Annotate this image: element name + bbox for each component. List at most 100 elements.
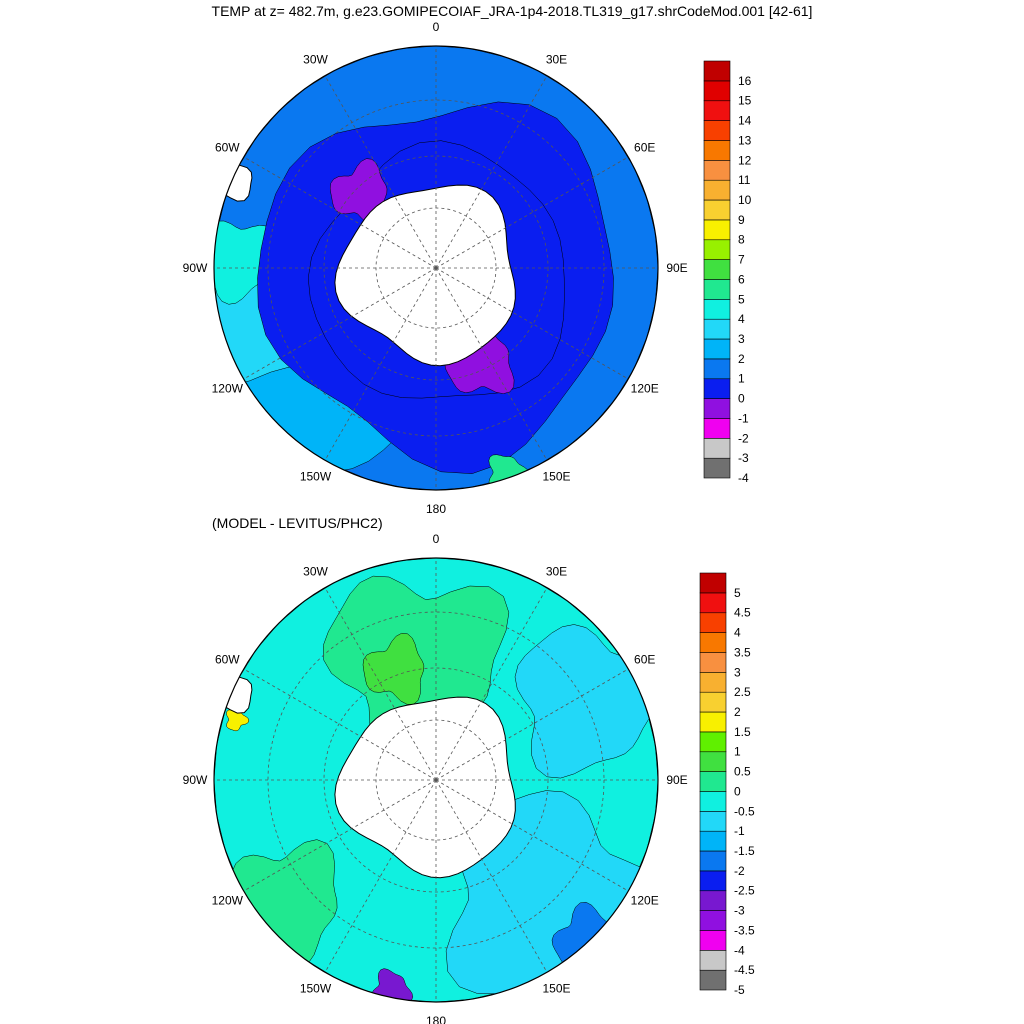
colorbar-tick-label: 3 xyxy=(734,665,741,679)
meridian-line-8 xyxy=(324,267,437,461)
longitude-label-90w: 90W xyxy=(183,773,208,787)
longitude-label-120w: 120W xyxy=(212,894,244,908)
meridian-line-11 xyxy=(243,156,437,269)
latitude-circle-2 xyxy=(323,155,549,381)
colorbar-swatch-2 xyxy=(699,949,727,971)
colorbar-swatch-7 xyxy=(703,338,731,360)
colorbar-tick-label: 16 xyxy=(738,74,752,88)
colorbar-swatch-1 xyxy=(703,457,731,479)
colorbar-tick-label: -3 xyxy=(734,904,745,918)
colorbar-swatch-4 xyxy=(699,910,727,931)
colorbar-swatch-14 xyxy=(703,199,731,221)
colorbar-tick-label: -1.5 xyxy=(734,844,755,858)
longitude-label-90w: 90W xyxy=(183,261,208,275)
colorbar-swatch-15 xyxy=(703,179,731,201)
colorbar-tick-label: -2 xyxy=(734,864,745,878)
longitude-label-180: 180 xyxy=(426,1014,446,1024)
longitude-label-120e: 120E xyxy=(631,894,659,908)
meridian-line-6 xyxy=(435,267,548,461)
colorbar-swatch-17 xyxy=(703,140,731,161)
difference-plot-title: (MODEL - LEVITUS/PHC2) xyxy=(212,515,383,531)
meridian-line-5 xyxy=(435,267,629,380)
colorbar-tick-label: 0 xyxy=(734,784,741,798)
colorbar-tick-label: 13 xyxy=(738,133,752,147)
colorbar-swatch-15 xyxy=(699,691,727,713)
colorbar-swatch-20 xyxy=(703,80,731,102)
meridian-line-9 xyxy=(243,267,437,380)
colorbar-tick-label: 9 xyxy=(738,213,745,227)
colorbar-swatch-21 xyxy=(703,60,731,82)
colorbar-tick-label: -0.5 xyxy=(734,804,755,818)
colorbar-tick-label: 3 xyxy=(738,332,745,346)
colorbar-swatch-10 xyxy=(699,791,727,812)
colorbar-swatch-6 xyxy=(699,870,727,892)
colorbar-swatch-19 xyxy=(699,612,727,633)
colorbar-tick-label: 14 xyxy=(738,114,752,128)
colorbar-swatch-1 xyxy=(699,969,727,991)
colorbar-tick-label: -4 xyxy=(738,471,749,485)
antarctica-land xyxy=(334,696,516,879)
colorbar-tick-label: -1 xyxy=(734,824,745,838)
colorbar-tick-label: 2 xyxy=(734,705,741,719)
meridian-line-6 xyxy=(435,779,548,973)
meridian-line-2 xyxy=(435,75,548,269)
colorbar-tick-label: 6 xyxy=(738,272,745,286)
longitude-label-150e: 150E xyxy=(542,470,570,484)
colorbar-tick-label: -3.5 xyxy=(734,923,755,937)
colorbar-swatch-4 xyxy=(703,398,731,419)
colorbar-swatch-19 xyxy=(703,100,731,121)
colorbar-tick-label: 7 xyxy=(738,253,745,267)
longitude-label-150w: 150W xyxy=(300,470,332,484)
colorbar-swatch-17 xyxy=(699,652,727,673)
colorbar-swatch-3 xyxy=(699,930,727,951)
map-panel-2: 0 30E 60E 90E 120E 150E 180 150W 120W 90W 60W 30W xyxy=(183,532,688,1024)
longitude-label-0: 0 xyxy=(433,20,440,34)
colorbar-tick-label: -1 xyxy=(738,411,749,425)
colorbar-swatch-16 xyxy=(699,671,727,693)
longitude-label-90e: 90E xyxy=(666,261,687,275)
colorbar-swatch-11 xyxy=(699,771,727,792)
meridian-line-12 xyxy=(324,587,437,781)
plot-title: TEMP at z= 482.7m, g.e23.GOMIPECOIAF_JRA… xyxy=(211,3,813,19)
colorbar-swatch-12 xyxy=(699,751,727,772)
longitude-label-90e: 90E xyxy=(666,773,687,787)
colorbar-tick-label: -4 xyxy=(734,943,745,957)
meridian-line-3 xyxy=(435,668,629,781)
colorbar-swatch-21 xyxy=(699,572,727,594)
map-border xyxy=(213,557,659,1003)
longitude-label-120w: 120W xyxy=(212,382,244,396)
colorbar-tick-label: 2 xyxy=(738,352,745,366)
longitude-label-0: 0 xyxy=(433,532,440,546)
longitude-label-150e: 150E xyxy=(542,982,570,996)
colorbar-2: -5 -4.5 -4 -3.5 -3 -2.5 -2 -1.5 -1 -0.5 0 0.5 1 1.5 2 2… xyxy=(699,572,755,997)
colorbar-tick-label: 0 xyxy=(738,392,745,406)
field-contour-6 xyxy=(362,632,425,705)
colorbar-swatch-13 xyxy=(703,219,731,241)
longitude-label-30w: 30W xyxy=(303,52,328,66)
longitude-label-60w: 60W xyxy=(215,141,240,155)
colorbar-swatch-2 xyxy=(703,437,731,459)
colorbar-tick-label: 1.5 xyxy=(734,725,751,739)
colorbar-tick-label: 10 xyxy=(738,193,752,207)
colorbar-tick-label: 4 xyxy=(738,312,745,326)
colorbar-swatch-20 xyxy=(699,592,727,614)
colorbar-tick-label: 1 xyxy=(738,372,745,386)
colorbar-swatch-18 xyxy=(703,120,731,141)
colorbar-swatch-18 xyxy=(699,632,727,653)
longitude-label-60w: 60W xyxy=(215,653,240,667)
colorbar-tick-label: -4.5 xyxy=(734,963,755,977)
meridian-line-9 xyxy=(243,779,437,892)
colorbar-swatch-13 xyxy=(699,731,727,753)
colorbar-swatch-11 xyxy=(703,259,731,280)
colorbar-tick-label: 1 xyxy=(734,745,741,759)
meridian-line-8 xyxy=(324,779,437,973)
colorbar-swatch-5 xyxy=(699,890,727,911)
colorbar-tick-label: -3 xyxy=(738,451,749,465)
colorbar-tick-label: 4 xyxy=(734,626,741,640)
longitude-label-150w: 150W xyxy=(300,982,332,996)
colorbar-tick-label: 15 xyxy=(738,94,752,108)
meridian-line-3 xyxy=(435,156,629,269)
longitude-label-60e: 60E xyxy=(634,653,655,667)
colorbar-swatch-16 xyxy=(703,160,731,181)
map-panel-1: 0 30E 60E 90E 120E 150E 180 150W 120W 90W 60W 30W xyxy=(183,20,688,516)
